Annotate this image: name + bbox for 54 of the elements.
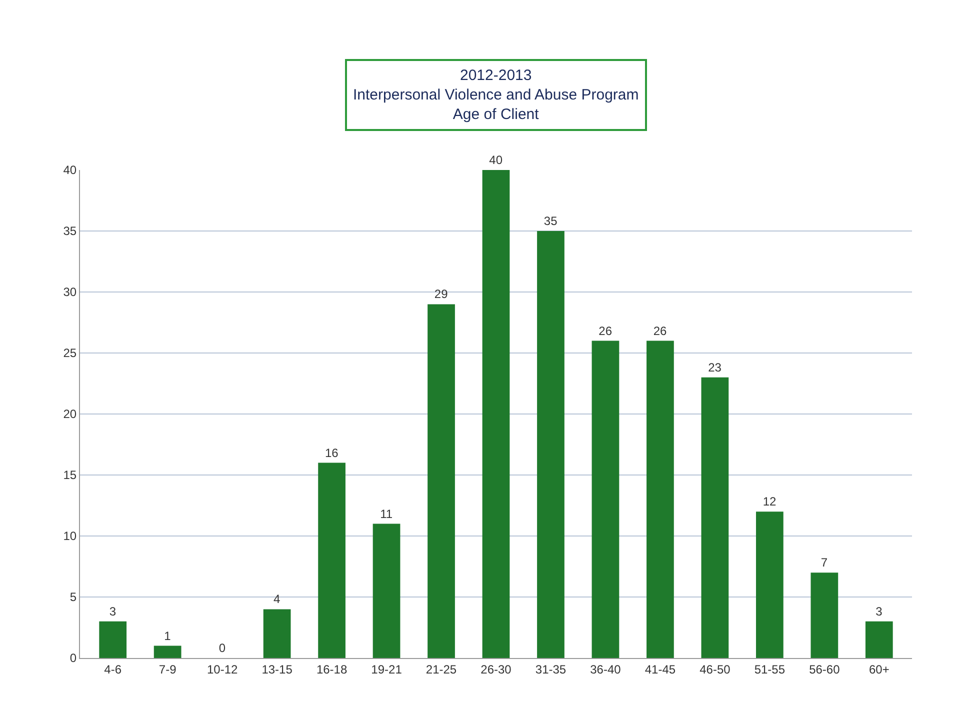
bar <box>154 646 182 658</box>
data-label: 12 <box>762 494 777 509</box>
y-tick-label: 40 <box>63 163 77 178</box>
bar <box>756 512 784 658</box>
bar <box>428 304 455 658</box>
data-label: 3 <box>109 604 116 618</box>
bar <box>865 621 893 658</box>
x-tick-label: 21-25 <box>426 662 457 676</box>
y-tick-label: 10 <box>63 529 77 544</box>
x-tick-label: 60+ <box>868 662 890 676</box>
x-tick-label: 7-9 <box>158 662 177 676</box>
bar <box>318 462 346 658</box>
data-label: 35 <box>544 214 558 228</box>
bar <box>482 170 510 658</box>
x-tick-label: 16-18 <box>316 662 348 676</box>
x-tick-label: 46-50 <box>700 662 731 676</box>
bar <box>592 340 620 658</box>
data-label: 23 <box>708 360 722 374</box>
data-label: 29 <box>434 287 448 302</box>
data-label: 26 <box>598 324 612 338</box>
bar <box>99 621 127 658</box>
bar <box>537 231 564 658</box>
x-tick-label: 13-15 <box>262 662 293 676</box>
bar <box>701 377 729 658</box>
y-tick-label: 35 <box>63 224 77 238</box>
y-tick-label: 25 <box>63 346 77 360</box>
y-tick-label: 30 <box>63 285 77 300</box>
data-label: 3 <box>876 604 883 618</box>
x-tick-label: 36-40 <box>590 662 622 676</box>
x-tick-label: 10-12 <box>206 662 238 676</box>
data-label: 16 <box>324 446 339 460</box>
chart-title: 2012-2013 Interpersonal Violence and Abuse Program Age of Client <box>353 67 639 123</box>
data-label: 1 <box>164 628 172 643</box>
data-label: 7 <box>820 556 828 570</box>
x-tick-label: 41-45 <box>644 662 676 676</box>
x-tick-label: 19-21 <box>371 662 402 676</box>
data-label: 26 <box>653 324 668 338</box>
x-tick-label: 4-6 <box>104 662 122 676</box>
y-tick-label: 5 <box>70 590 77 604</box>
x-tick-label: 31-35 <box>535 662 566 676</box>
data-label: 40 <box>489 153 503 167</box>
bar <box>263 609 291 658</box>
data-label: 11 <box>380 506 393 521</box>
bar <box>372 524 400 658</box>
bar <box>810 572 838 658</box>
y-tick-label: 0 <box>70 651 77 666</box>
y-tick-label: 20 <box>63 407 77 422</box>
x-tick-label: 51-55 <box>754 662 786 676</box>
bar <box>646 340 674 658</box>
x-tick-label: 26-30 <box>480 662 512 676</box>
y-tick-label: 15 <box>63 468 77 482</box>
data-label: 0 <box>218 641 226 655</box>
data-label: 4 <box>274 592 281 606</box>
x-tick-label: 56-60 <box>809 662 840 676</box>
